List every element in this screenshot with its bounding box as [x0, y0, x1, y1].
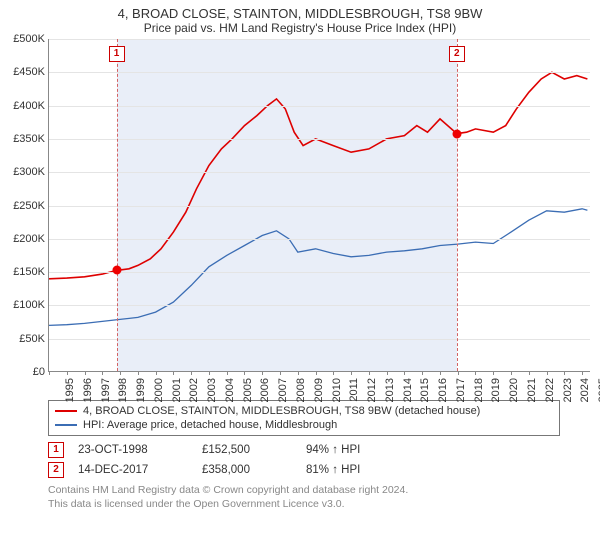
x-axis-label: 2017 [455, 378, 471, 402]
x-axis-label: 2012 [366, 378, 382, 402]
x-axis-label: 2003 [206, 378, 222, 402]
x-axis-label: 1997 [100, 378, 116, 402]
x-axis-label: 2001 [171, 378, 187, 402]
chart-subtitle: Price paid vs. HM Land Registry's House … [0, 21, 600, 39]
x-axis-label: 2014 [402, 378, 418, 402]
x-axis-label: 1995 [64, 378, 80, 402]
x-axis-label: 2007 [277, 378, 293, 402]
y-axis-label: £200K [3, 233, 45, 245]
x-axis-label: 2021 [526, 378, 542, 402]
marker-dot [112, 266, 121, 275]
transaction-price: £358,000 [202, 464, 292, 476]
y-axis-label: £0 [3, 366, 45, 378]
x-axis-label: 2015 [420, 378, 436, 402]
transaction-badge: 2 [48, 462, 64, 478]
x-axis-label: 2016 [437, 378, 453, 402]
series-hpi [49, 209, 587, 326]
chart-title: 4, BROAD CLOSE, STAINTON, MIDDLESBROUGH,… [0, 0, 600, 21]
transactions-table: 1 23-OCT-1998 £152,500 94% ↑ HPI 2 14-DEC-201… [48, 440, 560, 480]
y-axis-label: £450K [3, 66, 45, 78]
legend: 4, BROAD CLOSE, STAINTON, MIDDLESBROUGH,… [48, 400, 560, 436]
event-line [457, 39, 458, 371]
plot-region: £0£50K£100K£150K£200K£250K£300K£350K£400… [48, 39, 590, 372]
x-axis-label: 1996 [82, 378, 98, 402]
x-axis-label: 2020 [508, 378, 524, 402]
x-axis-label: 2022 [544, 378, 560, 402]
x-axis-label: 2006 [260, 378, 276, 402]
y-axis-label: £250K [3, 200, 45, 212]
footer-line: This data is licensed under the Open Gov… [48, 498, 560, 512]
y-axis-label: £150K [3, 266, 45, 278]
transaction-badge: 1 [48, 442, 64, 458]
footer-line: Contains HM Land Registry data © Crown c… [48, 484, 560, 498]
transaction-date: 23-OCT-1998 [78, 444, 188, 456]
x-axis-label: 1999 [135, 378, 151, 402]
transaction-row: 2 14-DEC-2017 £358,000 81% ↑ HPI [48, 460, 560, 480]
marker-dot [452, 129, 461, 138]
y-axis-label: £300K [3, 166, 45, 178]
y-axis-label: £400K [3, 100, 45, 112]
event-line [117, 39, 118, 371]
series-price_paid [49, 72, 587, 278]
legend-label: 4, BROAD CLOSE, STAINTON, MIDDLESBROUGH,… [83, 405, 480, 417]
x-axis-label: 2024 [580, 378, 596, 402]
legend-swatch [55, 410, 77, 412]
x-axis-label: 2002 [189, 378, 205, 402]
x-axis-label: 2010 [331, 378, 347, 402]
x-axis-label: 2018 [473, 378, 489, 402]
x-axis-label: 2000 [153, 378, 169, 402]
y-axis-label: £350K [3, 133, 45, 145]
y-axis-label: £100K [3, 299, 45, 311]
marker-badge: 2 [449, 46, 465, 62]
legend-swatch [55, 424, 77, 426]
transaction-hpi: 81% ↑ HPI [306, 464, 396, 476]
transaction-row: 1 23-OCT-1998 £152,500 94% ↑ HPI [48, 440, 560, 460]
transaction-price: £152,500 [202, 444, 292, 456]
x-axis-label: 2009 [313, 378, 329, 402]
legend-label: HPI: Average price, detached house, Midd… [83, 419, 337, 431]
x-axis-label: 2008 [295, 378, 311, 402]
marker-badge: 1 [109, 46, 125, 62]
x-axis-label: 2023 [562, 378, 578, 402]
x-axis-label: 1998 [118, 378, 134, 402]
x-axis-label: 2011 [348, 378, 364, 402]
x-axis-label: 2019 [491, 378, 507, 402]
legend-item: 4, BROAD CLOSE, STAINTON, MIDDLESBROUGH,… [55, 404, 553, 418]
x-axis-label: 2013 [384, 378, 400, 402]
chart-area: £0£50K£100K£150K£200K£250K£300K£350K£400… [48, 39, 590, 394]
y-axis-label: £500K [3, 33, 45, 45]
x-axis-label: 2004 [224, 378, 240, 402]
footer-attribution: Contains HM Land Registry data © Crown c… [48, 484, 560, 511]
legend-item: HPI: Average price, detached house, Midd… [55, 418, 553, 432]
transaction-date: 14-DEC-2017 [78, 464, 188, 476]
transaction-hpi: 94% ↑ HPI [306, 444, 396, 456]
x-axis-label: 2005 [242, 378, 258, 402]
y-axis-label: £50K [3, 333, 45, 345]
